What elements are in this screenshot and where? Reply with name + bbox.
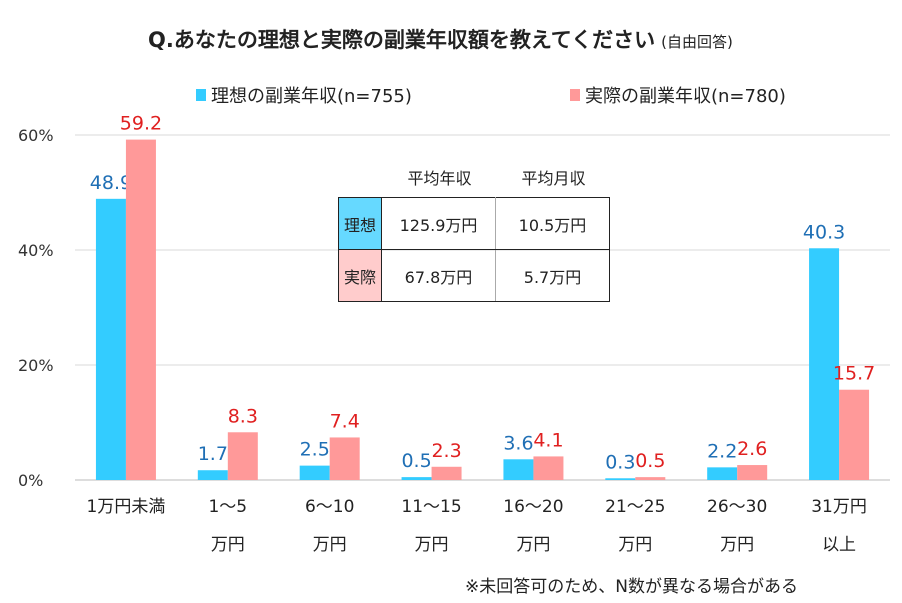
x-tick-label: 万円 — [211, 535, 245, 555]
x-tick-label: 以上 — [822, 535, 856, 555]
x-tick-label: 万円 — [415, 535, 449, 555]
bar-ideal — [707, 467, 738, 480]
bar-actual — [635, 477, 666, 480]
actual-annual: 67.8万円 — [381, 249, 496, 302]
x-tick-label: 万円 — [313, 535, 347, 555]
table-row-actual: 実際 67.8万円 5.7万円 — [338, 249, 610, 302]
x-tick-label: 16～20 — [503, 497, 563, 517]
bar-actual — [839, 389, 870, 480]
y-tick-label: 0% — [18, 471, 43, 490]
x-tick-label: 1～5 — [208, 497, 247, 517]
y-tick-label: 60% — [18, 126, 54, 145]
chart-title: Q.あなたの理想と実際の副業年収額を教えてください (自由回答) — [148, 24, 733, 54]
data-label: 2.2 — [707, 440, 737, 462]
data-label: 2.3 — [431, 440, 461, 462]
x-tick-label: 6～10 — [305, 497, 354, 517]
bar-ideal — [401, 477, 432, 480]
bar-actual — [533, 456, 564, 480]
data-label: 59.2 — [120, 113, 162, 135]
data-label: 1.7 — [198, 443, 228, 465]
average-income-table: 理想 125.9万円 10.5万円 実際 67.8万円 5.7万円 — [338, 197, 610, 302]
legend-label: 理想の副業年収(n=755) — [211, 86, 412, 107]
data-label: 0.3 — [605, 451, 635, 473]
table-header-monthly: 平均月収 — [521, 169, 586, 188]
title-text: Q.あなたの理想と実際の副業年収額を教えてください — [148, 28, 656, 52]
bar-actual — [227, 432, 258, 480]
x-tick-label: 26～30 — [707, 497, 767, 517]
bar-ideal — [197, 470, 228, 480]
data-label: 4.1 — [533, 429, 563, 451]
x-tick-label: 1万円未満 — [87, 497, 166, 517]
footnote: ※未回答可のため、N数が異なる場合がある — [465, 577, 798, 597]
y-tick-label: 20% — [18, 356, 54, 375]
y-tick-label: 40% — [18, 241, 54, 260]
x-tick-label: 31万円 — [811, 497, 867, 517]
x-tick-label: 万円 — [516, 535, 550, 555]
data-label: 48.9 — [90, 172, 132, 194]
bar-actual — [125, 139, 156, 480]
data-label: 7.4 — [330, 410, 360, 432]
data-label: 0.5 — [401, 450, 431, 472]
bar-actual — [329, 437, 360, 480]
bar-ideal — [299, 465, 330, 480]
data-label: 15.7 — [833, 363, 875, 385]
legend-swatch — [196, 89, 206, 101]
bar-ideal — [809, 248, 840, 480]
bar-ideal — [605, 478, 636, 480]
x-tick-label: 21～25 — [605, 497, 665, 517]
title-note: (自由回答) — [661, 33, 733, 51]
bar-actual — [737, 465, 768, 480]
data-label: 0.5 — [635, 450, 665, 472]
x-tick-label: 万円 — [618, 535, 652, 555]
row-label-ideal: 理想 — [338, 197, 382, 250]
data-label: 40.3 — [803, 221, 845, 243]
legend-swatch — [570, 89, 580, 101]
data-label: 2.5 — [300, 439, 330, 461]
row-label-actual: 実際 — [338, 249, 382, 302]
table-row-ideal: 理想 125.9万円 10.5万円 — [338, 197, 610, 250]
bar-actual — [431, 466, 462, 480]
table-header-annual: 平均年収 — [407, 169, 472, 188]
data-label: 2.6 — [737, 438, 767, 460]
data-label: 8.3 — [228, 405, 258, 427]
legend-label: 実際の副業年収(n=780) — [585, 86, 786, 107]
x-tick-label: 11～15 — [401, 497, 461, 517]
bar-ideal — [95, 198, 126, 480]
actual-monthly: 5.7万円 — [495, 249, 610, 302]
bar-ideal — [503, 459, 534, 480]
x-tick-label: 万円 — [720, 535, 754, 555]
data-label: 3.6 — [503, 432, 533, 454]
ideal-monthly: 10.5万円 — [495, 197, 610, 250]
ideal-annual: 125.9万円 — [381, 197, 496, 250]
